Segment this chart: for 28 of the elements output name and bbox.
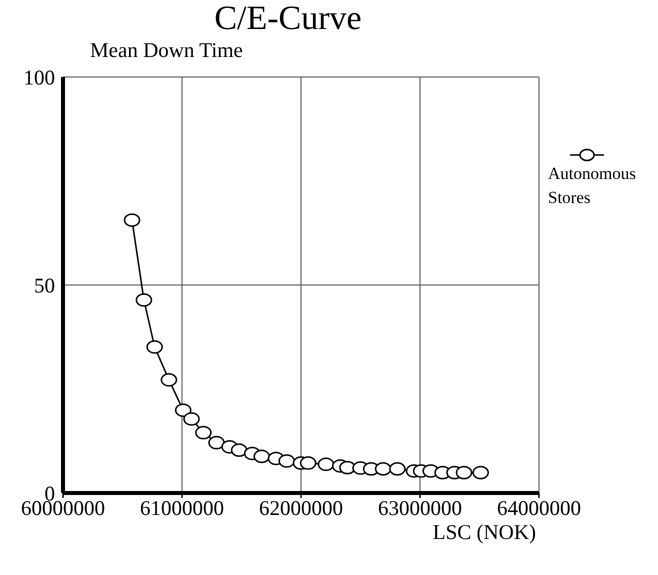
point [124,213,140,227]
y-axis-title: Mean Down Time [90,38,243,63]
point [389,462,406,476]
x-tick-label: 62000000 [259,496,343,520]
y-tick-label: 100 [24,65,55,90]
point [278,454,295,468]
x-tick-label: 64000000 [497,496,581,520]
point [456,466,472,480]
point [339,460,356,474]
point [136,293,152,307]
point [253,450,270,464]
x-tick-label: 63000000 [378,496,462,520]
x-tick-label: 61000000 [140,496,224,520]
point [472,466,489,480]
point [146,340,163,354]
point [318,458,334,472]
point [374,462,392,476]
point [230,443,248,457]
point [183,412,200,426]
y-tick-label: 50 [34,273,55,298]
point [300,456,316,470]
legend-label: Autonomous Stores [548,163,636,209]
point [160,373,178,387]
point [174,403,192,417]
chart-title: C/E-Curve [213,0,363,38]
x-axis-title: LSC (NOK) [432,520,536,545]
point [195,426,212,440]
point [208,436,225,450]
